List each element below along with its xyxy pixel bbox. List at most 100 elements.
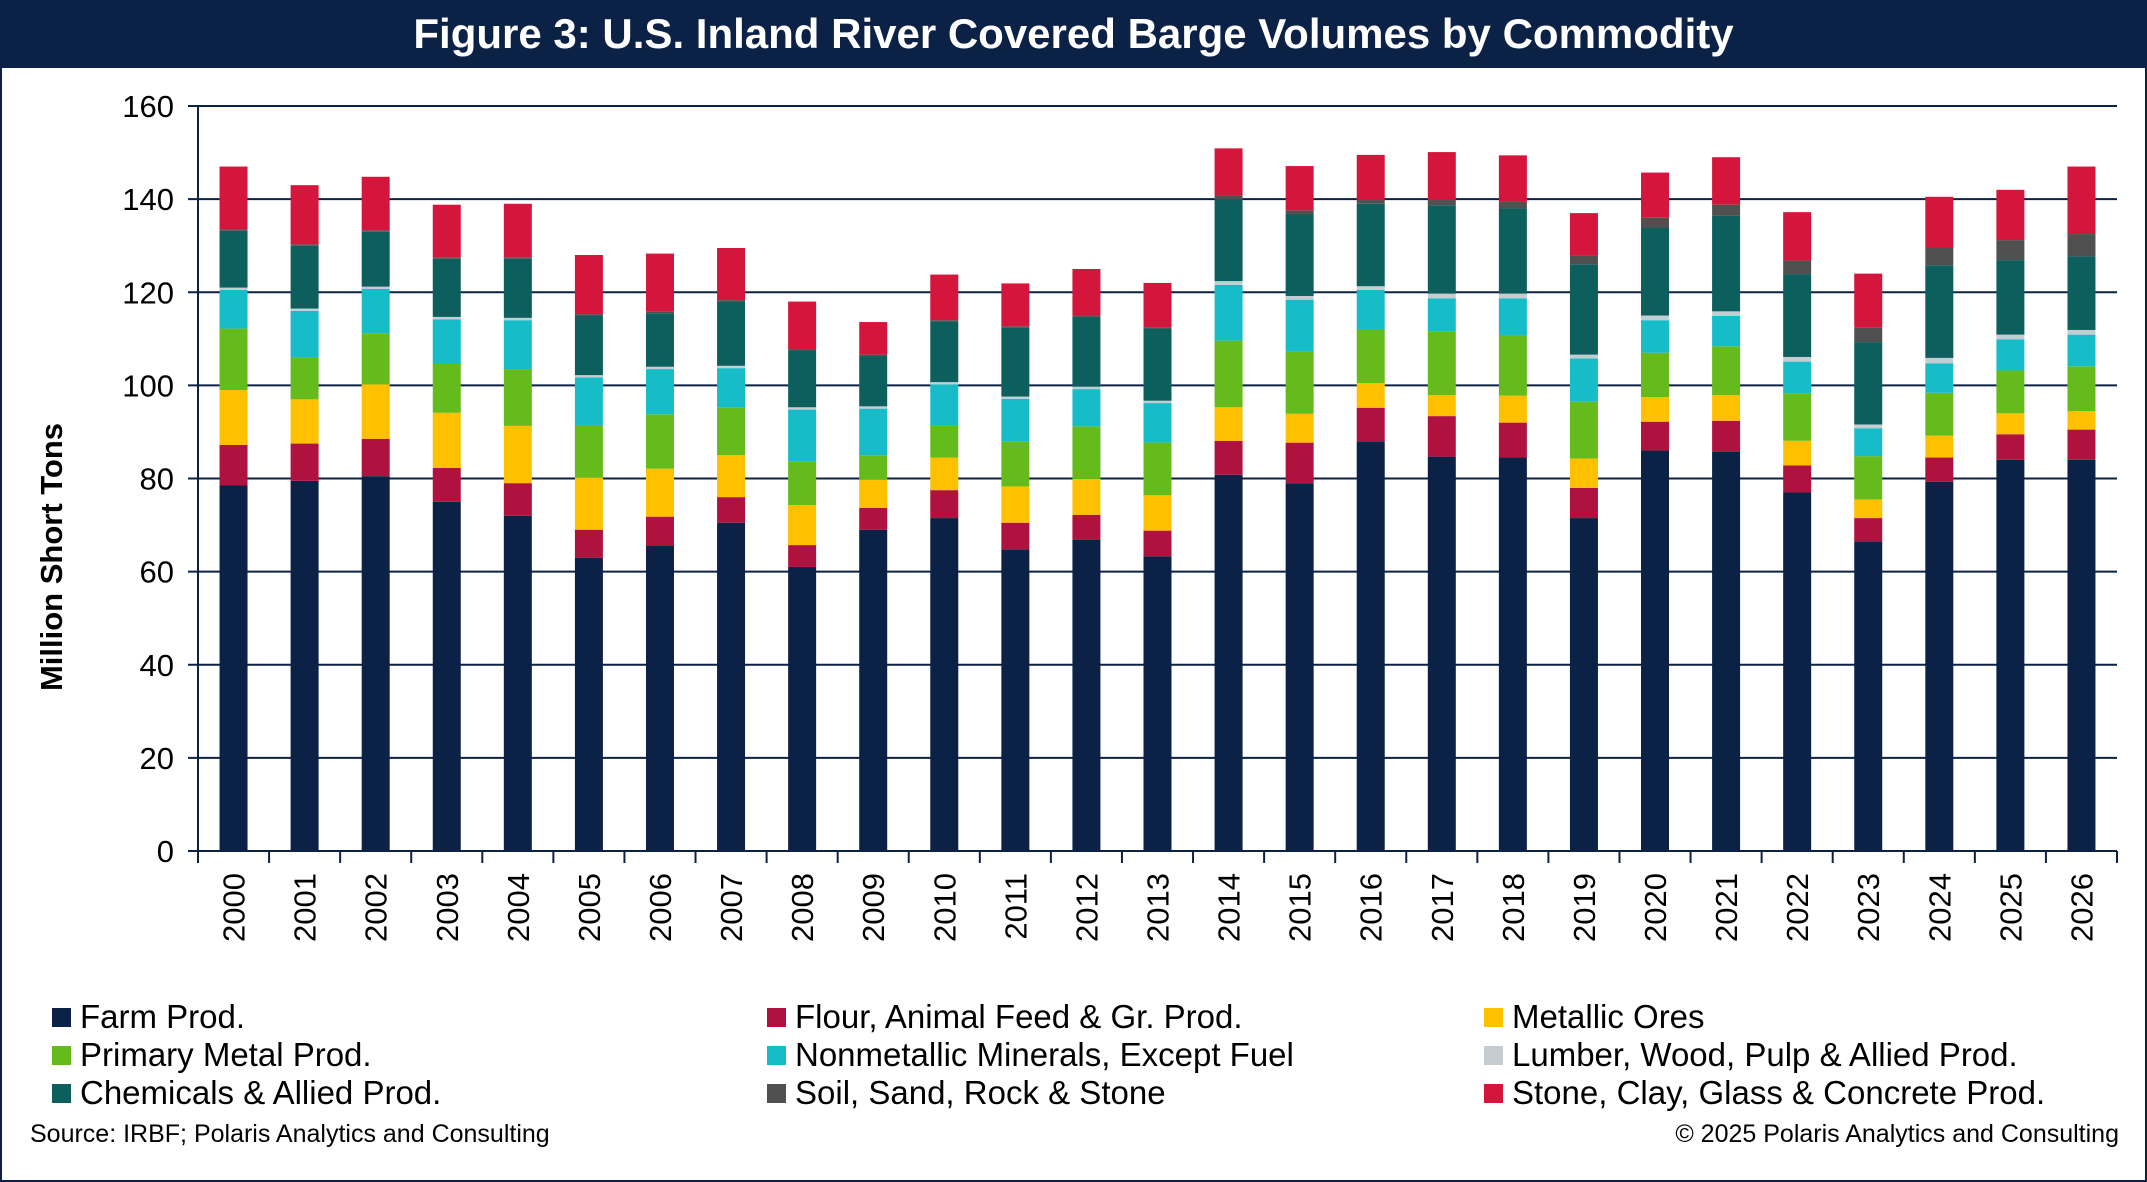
bar-segment: [1854, 541, 1883, 851]
bar-segment: [1498, 395, 1527, 423]
bar-segment: [1143, 328, 1172, 401]
bar-segment: [574, 375, 603, 378]
bar-segment: [1712, 346, 1741, 396]
legend-item: Soil, Sand, Rock & Stone: [767, 1074, 1166, 1112]
bar-segment: [219, 230, 248, 288]
bar-segment: [2067, 234, 2096, 257]
bar-segment: [290, 480, 319, 851]
bar-segment: [1427, 298, 1456, 332]
bar-segment: [1925, 248, 1954, 266]
bar-segment: [717, 522, 746, 851]
bar-segment: [1925, 196, 1954, 249]
bar-segment: [1285, 351, 1314, 414]
legend-item: Metallic Ores: [1484, 998, 1705, 1036]
bar-segment: [645, 311, 674, 314]
bar-segment: [1072, 478, 1101, 515]
bar-segment: [1072, 426, 1101, 479]
x-tick-label: 2024: [1922, 873, 1957, 942]
bar-segment: [1143, 327, 1172, 329]
bar-segment: [432, 316, 461, 320]
bar-segment: [1783, 356, 1812, 362]
bar-segment: [1783, 492, 1812, 851]
bar-segment: [219, 390, 248, 445]
bar-segment: [859, 529, 888, 851]
legend-item: Chemicals & Allied Prod.: [52, 1074, 441, 1112]
bar-segment: [788, 461, 817, 506]
x-tick-label: 2002: [359, 873, 394, 942]
bar-segment: [1925, 392, 1954, 436]
bar-segment: [290, 308, 319, 311]
bar-segment: [788, 545, 817, 567]
bar-segment: [1427, 200, 1456, 206]
bar-segment: [1285, 166, 1314, 211]
bar-segment: [788, 407, 817, 410]
bar-segment: [1001, 396, 1030, 399]
bar-segment: [1854, 342, 1883, 425]
bar-segment: [1996, 189, 2025, 241]
bar-segment: [2067, 429, 2096, 460]
bar-segment: [1854, 424, 1883, 429]
bar-segment: [1641, 217, 1670, 228]
bar-segment: [1569, 487, 1598, 519]
bar-segment: [1569, 213, 1598, 256]
bar-segment: [930, 457, 959, 491]
bar-segment: [1072, 316, 1101, 387]
bar-segment: [1712, 215, 1741, 312]
bar-segment: [290, 443, 319, 481]
bar-segment: [219, 444, 248, 486]
bar-segment: [574, 557, 603, 851]
bar-segment: [930, 321, 959, 383]
legend-label: Soil, Sand, Rock & Stone: [795, 1074, 1166, 1111]
bar-segment: [1356, 154, 1385, 201]
bar-segment: [1072, 315, 1101, 317]
bar-segment: [432, 319, 461, 364]
bar-segment: [1214, 148, 1243, 196]
bar-segment: [1996, 260, 2025, 335]
bar-segment: [1712, 204, 1741, 216]
bar-segment: [1072, 539, 1101, 851]
bar-segment: [1356, 441, 1385, 851]
bar-segment: [361, 333, 390, 385]
y-tick-label: 140: [122, 182, 174, 217]
bar-segment: [1001, 326, 1030, 328]
bar-segment: [361, 176, 390, 231]
bar-segment: [219, 166, 248, 230]
bar-segment: [788, 301, 817, 350]
bar-segment: [1427, 331, 1456, 396]
legend-swatch: [767, 1083, 786, 1103]
bar-segment: [503, 317, 532, 321]
bar-segment: [1498, 208, 1527, 294]
bar-segment: [1996, 240, 2025, 261]
bar-segment: [1641, 320, 1670, 353]
bar-segment: [290, 357, 319, 400]
bar-segment: [1854, 499, 1883, 519]
bar-segment: [788, 349, 817, 351]
bar-segment: [503, 369, 532, 426]
bar-segment: [574, 529, 603, 558]
bar-segment: [219, 485, 248, 851]
legend-row: Primary Metal Prod. Nonmetallic Minerals,…: [52, 1036, 2112, 1074]
bar-segment: [788, 566, 817, 851]
bar-segment: [1498, 293, 1527, 299]
bar-segment: [1854, 456, 1883, 500]
bar-segment: [361, 476, 390, 851]
y-tick-label: 160: [122, 89, 174, 124]
legend-swatch: [1484, 1083, 1503, 1103]
bar-segment: [1214, 340, 1243, 408]
bar-segment: [1001, 283, 1030, 327]
bar-segment: [361, 230, 390, 232]
bar-segment: [1641, 227, 1670, 316]
bar-segment: [574, 314, 603, 316]
bar-segment: [1001, 522, 1030, 550]
bar-segment: [574, 424, 603, 478]
bar-segment: [859, 455, 888, 480]
x-tick-label: 2009: [856, 873, 891, 942]
bar-segment: [930, 518, 959, 851]
bar-segment: [2067, 166, 2096, 235]
bar-segment: [1783, 361, 1812, 394]
legend-label: Farm Prod.: [80, 998, 246, 1035]
chart-title: Figure 3: U.S. Inland River Covered Barg…: [0, 0, 2147, 68]
x-tick-label: 2013: [1141, 873, 1176, 942]
legend-label: Lumber, Wood, Pulp & Allied Prod.: [1512, 1036, 2018, 1073]
bar-segment: [1285, 210, 1314, 215]
